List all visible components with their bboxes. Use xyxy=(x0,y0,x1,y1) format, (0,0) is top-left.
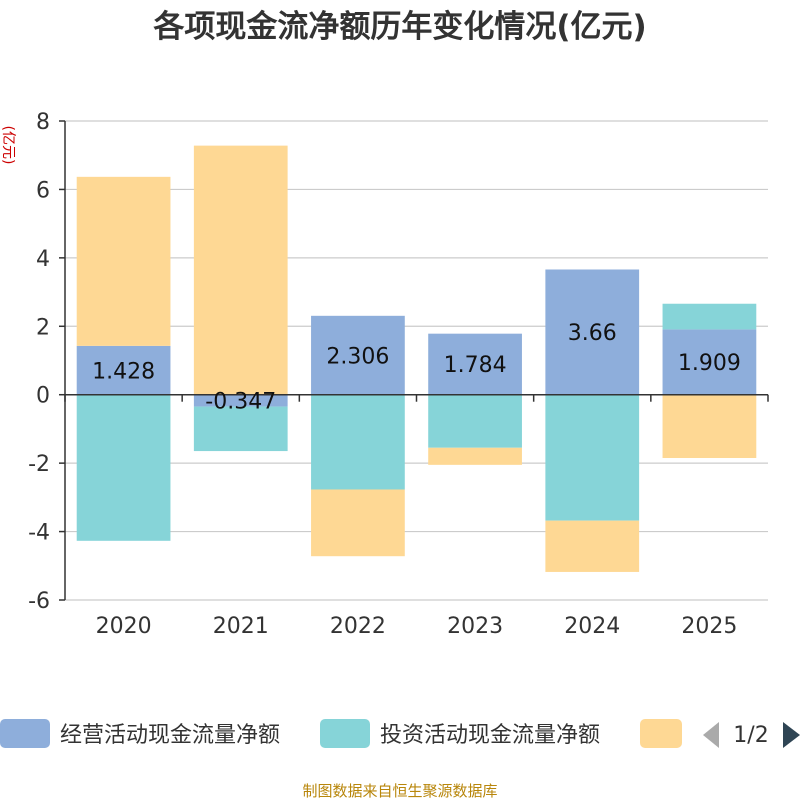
data-source-note: 制图数据来自恒生聚源数据库 xyxy=(302,782,497,800)
x-tick-label: 2021 xyxy=(213,614,269,639)
bar-segment xyxy=(662,303,757,330)
x-tick-labels: 2020 2021 2022 2023 2024 2025 xyxy=(96,614,738,639)
y-tick-label: 4 xyxy=(36,247,50,272)
legend: 经营活动现金流量净额 投资活动现金流量净额 1/2 xyxy=(0,719,800,748)
data-label: 1.784 xyxy=(444,353,507,378)
x-tick-label: 2025 xyxy=(681,614,737,639)
bar-segment xyxy=(76,345,171,395)
data-label: -0.347 xyxy=(205,390,276,415)
bar-segment xyxy=(76,176,171,346)
legend-page-indicator: 1/2 xyxy=(733,723,768,748)
bar-segment xyxy=(311,489,405,557)
bars xyxy=(76,145,757,572)
legend-label-operating[interactable]: 经营活动现金流量净额 xyxy=(60,723,280,748)
bar-segment xyxy=(428,394,522,448)
y-tick-label: -6 xyxy=(28,589,50,614)
legend-swatch-financing[interactable] xyxy=(640,719,682,748)
bar-segment xyxy=(193,394,288,407)
axes xyxy=(64,121,769,600)
bar-segment xyxy=(662,329,757,395)
y-tick-label: -2 xyxy=(28,452,50,477)
data-label: 3.66 xyxy=(568,321,617,346)
x-tick-label: 2023 xyxy=(447,614,503,639)
bar-segment xyxy=(428,333,522,395)
x-tick-label: 2024 xyxy=(564,614,620,639)
bar-segment xyxy=(76,394,171,541)
bar-segment xyxy=(193,145,288,395)
legend-swatch-operating[interactable] xyxy=(0,719,50,748)
grid-lines xyxy=(59,120,768,601)
data-label: 1.909 xyxy=(678,351,741,376)
y-axis-label: (亿元) xyxy=(0,126,16,165)
bar-segment xyxy=(662,394,757,459)
y-tick-label: 6 xyxy=(36,178,50,203)
data-label: 2.306 xyxy=(326,344,389,369)
bar-segment xyxy=(428,447,522,465)
y-tick-label: 2 xyxy=(36,315,50,340)
x-tick-label: 2022 xyxy=(330,614,386,639)
bar-segment xyxy=(311,315,405,395)
legend-next-page-icon[interactable] xyxy=(783,722,800,748)
bar-segment xyxy=(545,520,640,572)
bar-segment xyxy=(311,394,405,490)
legend-prev-page-icon[interactable] xyxy=(703,722,719,748)
data-label: 1.428 xyxy=(92,359,155,384)
chart-title: 各项现金流净额历年变化情况(亿元) xyxy=(152,9,646,45)
legend-label-investing[interactable]: 投资活动现金流量净额 xyxy=(380,723,600,748)
y-tick-label: -4 xyxy=(28,521,50,546)
y-tick-label: 0 xyxy=(36,384,50,409)
bar-segment xyxy=(545,269,640,395)
data-labels: 1.428 -0.347 2.306 1.784 3.66 1.909 xyxy=(92,321,741,415)
legend-swatch-investing[interactable] xyxy=(320,719,370,748)
x-tick-label: 2020 xyxy=(96,614,152,639)
y-tick-label: 8 xyxy=(36,110,50,135)
y-tick-labels: -6 -4 -2 0 2 4 6 8 xyxy=(28,110,50,614)
bar-segment xyxy=(545,394,640,521)
bar-segment xyxy=(193,406,288,452)
